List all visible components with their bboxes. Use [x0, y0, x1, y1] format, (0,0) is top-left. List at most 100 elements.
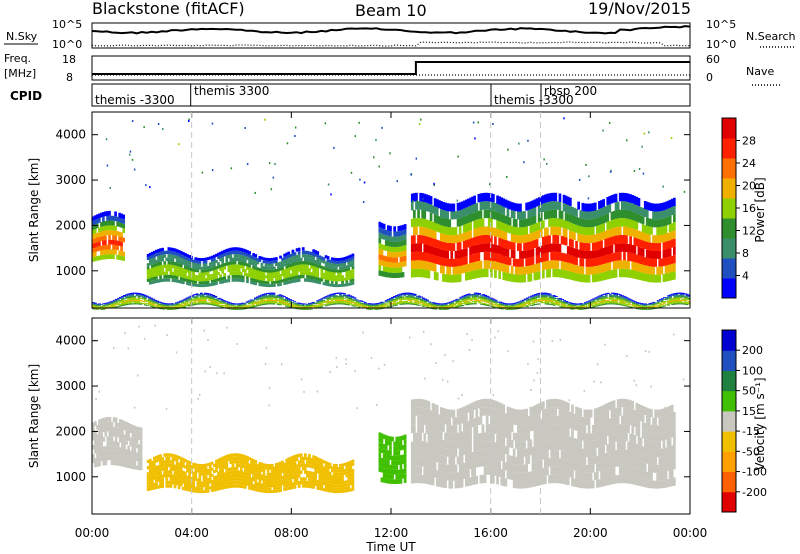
heatmap-cell	[391, 267, 394, 273]
heatmap-cell	[277, 280, 280, 284]
heatmap-cell	[559, 300, 562, 302]
heatmap-cell	[546, 297, 550, 299]
heatmap-cell	[679, 300, 683, 303]
heatmap-cell	[631, 300, 635, 302]
heatmap-cell	[668, 207, 672, 216]
heatmap-cell	[530, 299, 533, 301]
heatmap-cell	[490, 305, 494, 306]
heatmap-cell	[476, 293, 479, 295]
heatmap-cell	[215, 281, 218, 285]
heatmap-cell	[214, 298, 218, 300]
heatmap-cell	[351, 269, 355, 273]
heatmap-cell	[112, 306, 116, 308]
heatmap-cell	[525, 226, 528, 235]
heatmap-cell	[450, 203, 454, 212]
heatmap-cell	[143, 301, 147, 303]
heatmap-cell	[131, 292, 135, 294]
heatmap-cell	[156, 301, 160, 303]
heatmap-cell	[359, 300, 363, 302]
heatmap-cell	[173, 275, 177, 279]
heatmap-cell	[380, 304, 384, 305]
heatmap-cell	[148, 259, 152, 263]
heatmap-cell	[279, 264, 282, 268]
heatmap-cell	[608, 237, 612, 246]
heatmap-cell	[487, 226, 491, 236]
heatmap-cell	[449, 306, 452, 307]
heatmap-cell	[168, 304, 172, 305]
heatmap-cell	[567, 305, 571, 307]
heatmap-cell	[665, 301, 668, 303]
heatmap-cell	[481, 218, 485, 227]
heatmap-cell	[685, 296, 689, 298]
heatmap-cell	[204, 260, 208, 264]
heatmap-cell	[579, 266, 583, 274]
heatmap-cell	[530, 300, 533, 302]
heatmap-cell	[637, 206, 641, 215]
heatmap-cell	[413, 293, 417, 295]
heatmap-cell	[635, 238, 639, 247]
heatmap-cell	[330, 280, 334, 284]
heatmap-cell	[539, 229, 543, 238]
heatmap-cell	[499, 305, 502, 307]
heatmap-cell	[559, 299, 562, 301]
heatmap-cell	[504, 256, 508, 265]
heatmap-cell	[475, 236, 479, 245]
heatmap-cell	[504, 248, 508, 257]
heatmap-cell	[175, 276, 179, 280]
heatmap-cell	[411, 294, 415, 296]
heatmap-cell	[307, 303, 311, 305]
heatmap-cell	[596, 217, 599, 226]
heatmap-cell	[532, 300, 535, 302]
heatmap-cell	[542, 261, 545, 271]
heatmap-cell	[492, 301, 496, 303]
heatmap-cell	[197, 302, 201, 304]
heatmap-cell	[148, 268, 152, 272]
heatmap-cell	[529, 241, 533, 250]
heatmap-cell	[96, 214, 99, 219]
heatmap-cell	[618, 192, 622, 202]
heatmap-cell	[575, 273, 578, 282]
heatmap-cell	[590, 302, 593, 304]
heatmap-cell	[197, 299, 201, 302]
heatmap-cell	[492, 299, 496, 301]
heatmap-cell	[98, 452, 101, 457]
heatmap-cell	[278, 294, 282, 296]
heatmap-cell	[237, 278, 241, 282]
heatmap-cell	[640, 306, 643, 308]
heatmap-cell	[642, 309, 645, 310]
heatmap-cell	[254, 305, 257, 306]
heatmap-cell	[337, 269, 340, 273]
heatmap-cell	[422, 303, 425, 304]
heatmap-cell	[324, 282, 328, 286]
heatmap-cell	[308, 275, 311, 279]
heatmap-cell	[485, 192, 489, 202]
heatmap-cell	[141, 294, 145, 296]
heatmap-cell	[519, 274, 522, 283]
heatmap-cell	[206, 303, 209, 305]
heatmap-cell	[264, 303, 267, 305]
heatmap-cell	[409, 303, 413, 305]
heatmap-cell	[664, 273, 668, 282]
heatmap-cell	[133, 299, 137, 301]
heatmap-cell	[639, 239, 643, 248]
heatmap-cell	[326, 302, 330, 304]
heatmap-cell	[229, 303, 232, 305]
freq-strip: Freq. [MHz] 18 8 60 0 Nave	[4, 52, 780, 86]
heatmap-cell	[382, 266, 386, 272]
heatmap-cell	[248, 267, 251, 271]
heatmap-cell	[141, 300, 145, 302]
heatmap-cell	[553, 298, 556, 300]
heatmap-cell	[341, 302, 344, 304]
heatmap-cell	[625, 302, 629, 303]
heatmap-cell	[248, 264, 251, 268]
heatmap-cell	[102, 305, 106, 307]
heatmap-cell	[539, 204, 543, 213]
heatmap-cell	[504, 199, 508, 208]
heatmap-cell	[380, 308, 384, 310]
heatmap-cell	[345, 268, 349, 272]
heatmap-cell	[665, 299, 668, 301]
heatmap-cell	[287, 300, 290, 301]
heatmap-cell	[137, 301, 141, 303]
heatmap-cell	[378, 227, 382, 233]
